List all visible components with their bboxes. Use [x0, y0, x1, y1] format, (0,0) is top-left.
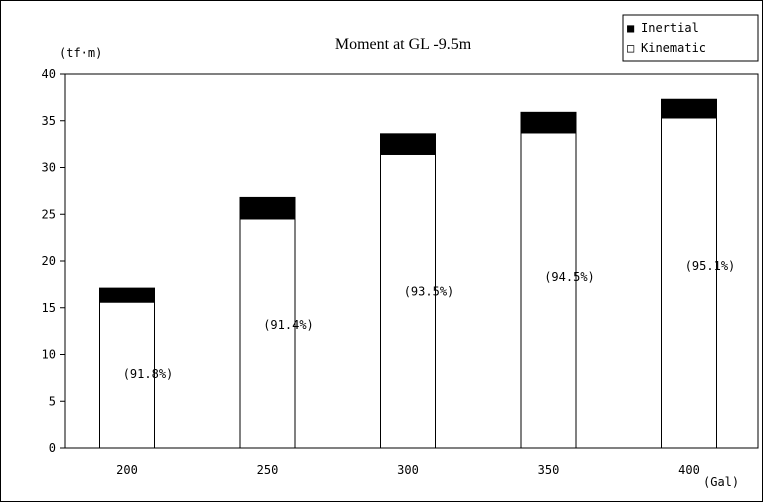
y-tick-label: 30 — [42, 161, 56, 175]
y-tick-label: 40 — [42, 67, 56, 81]
bars-layer — [99, 98, 717, 449]
bar-kinematic — [239, 218, 296, 449]
chart-title: Moment at GL -9.5m — [335, 36, 472, 53]
y-tick-label: 20 — [42, 254, 56, 268]
bar-inertial — [380, 133, 436, 155]
legend: ■ Inertial □ Kinematic — [622, 14, 759, 62]
y-tick-label: 25 — [42, 207, 56, 221]
legend-kinematic-label: Kinematic — [641, 41, 706, 55]
bar-kinematic — [661, 117, 717, 449]
x-axis-unit: (Gal) — [703, 475, 739, 489]
percentage-annotations: (91.8%) (91.4%) (93.5%) (94.5%) (95.1%) — [123, 259, 736, 381]
bar-inertial — [99, 287, 155, 303]
bar-inertial — [661, 98, 717, 119]
x-tick-label: 300 — [397, 463, 419, 477]
x-tick-label: 350 — [538, 463, 560, 477]
percentage-label: (95.1%) — [685, 259, 736, 273]
y-tick-label: 35 — [42, 114, 56, 128]
bar-inertial — [239, 196, 296, 220]
y-tick-label: 0 — [49, 441, 56, 455]
legend-inertial-label: Inertial — [641, 21, 699, 35]
y-axis: 0 5 10 15 20 25 30 35 40 — [42, 67, 65, 455]
percentage-label: (91.8%) — [123, 367, 174, 381]
bar-kinematic — [520, 132, 577, 449]
x-tick-label: 400 — [678, 463, 700, 477]
x-tick-label: 250 — [257, 463, 279, 477]
x-axis: 200 250 300 350 400 — [116, 463, 700, 477]
legend-inertial-marker: ■ — [627, 21, 635, 35]
y-axis-unit: (tf·m) — [59, 46, 102, 60]
y-tick-label: 5 — [49, 394, 56, 408]
percentage-label: (91.4%) — [263, 318, 314, 332]
x-tick-label: 200 — [116, 463, 138, 477]
legend-box — [622, 14, 759, 62]
bar-kinematic — [99, 301, 155, 449]
bar-inertial — [520, 111, 577, 134]
percentage-label: (94.5%) — [544, 270, 595, 284]
legend-kinematic-marker: □ — [627, 41, 634, 55]
y-tick-label: 15 — [42, 301, 56, 315]
percentage-label: (93.5%) — [404, 284, 455, 298]
y-tick-label: 10 — [42, 348, 56, 362]
bar-kinematic — [380, 153, 436, 449]
